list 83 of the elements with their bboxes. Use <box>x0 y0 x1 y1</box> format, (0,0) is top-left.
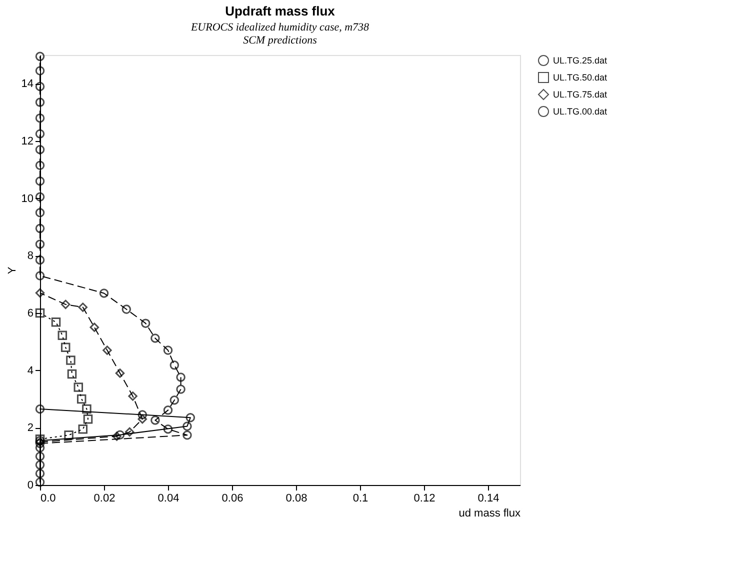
point <box>163 406 173 415</box>
point <box>64 430 74 440</box>
point <box>138 414 148 424</box>
point <box>90 322 100 332</box>
x-axis-title: ud mass flux <box>458 508 521 520</box>
point <box>35 255 45 265</box>
point <box>99 288 109 298</box>
legend-label: UL.TG.75.dat <box>553 90 608 100</box>
point <box>35 98 45 107</box>
point <box>35 308 45 318</box>
point <box>78 302 88 312</box>
point <box>83 414 93 424</box>
y-tick-label: 8 <box>27 250 34 262</box>
point <box>82 404 92 414</box>
text: SCM predictions <box>243 34 317 47</box>
point <box>35 404 45 414</box>
point <box>35 452 45 461</box>
x-tick-label: 0.06 <box>222 492 244 504</box>
y-tick-label: 14 <box>21 78 34 90</box>
point <box>60 300 70 310</box>
point <box>35 271 45 280</box>
y-axis-title: Y <box>6 266 18 274</box>
point <box>124 427 134 437</box>
point <box>35 468 45 478</box>
point <box>35 208 45 218</box>
y-tick-label: 12 <box>21 136 34 148</box>
point <box>58 330 68 340</box>
point <box>170 396 180 405</box>
point <box>150 416 160 425</box>
point <box>35 129 45 138</box>
point <box>51 318 61 327</box>
point <box>74 382 84 392</box>
point <box>128 392 138 401</box>
point <box>176 384 186 394</box>
point <box>35 113 45 123</box>
point <box>140 318 150 328</box>
x-tick-label: 0.04 <box>158 492 180 504</box>
point <box>60 342 70 352</box>
point <box>35 460 45 470</box>
point <box>170 360 180 370</box>
x-tick-label: 0.12 <box>414 492 436 504</box>
point <box>35 144 45 154</box>
legend-label: UL.TG.50.dat <box>553 72 608 82</box>
legend-label: UL.TG.00.dat <box>553 106 608 116</box>
point <box>138 410 148 420</box>
point <box>150 334 160 343</box>
y-tick-label: 2 <box>27 422 34 434</box>
point <box>163 424 173 434</box>
point <box>35 160 45 170</box>
point <box>186 413 196 422</box>
point <box>66 356 76 365</box>
point <box>78 424 88 434</box>
point <box>115 368 125 378</box>
chart-subtitle: EUROCS idealized humidity case, m738 <box>190 22 370 34</box>
x-tick-label: 0.08 <box>286 492 308 504</box>
point <box>35 66 45 76</box>
chart-title: Updraft mass flux <box>225 4 336 19</box>
y-tick-label: 10 <box>21 192 34 205</box>
point <box>115 430 125 440</box>
legend-label: UL.TG.25.dat <box>553 56 608 66</box>
point <box>163 346 173 355</box>
x-tick-label: 0.02 <box>94 492 116 504</box>
point <box>76 394 86 404</box>
point <box>122 304 132 314</box>
y-tick-label: 6 <box>27 308 34 320</box>
point <box>35 443 45 452</box>
y-tick-label: 0 <box>27 480 34 492</box>
point <box>182 422 192 431</box>
x-tick-label: 0.14 <box>478 492 500 504</box>
y-tick-label: 4 <box>27 364 34 377</box>
point <box>102 346 112 355</box>
point <box>35 176 45 186</box>
point <box>35 52 45 62</box>
point <box>35 288 45 298</box>
point <box>182 430 192 440</box>
point <box>35 82 45 92</box>
point <box>35 192 45 202</box>
x-tick-label: 0.0 <box>40 492 56 504</box>
point <box>35 240 45 249</box>
point <box>176 372 186 382</box>
point <box>35 224 45 234</box>
x-tick-label: 0.1 <box>352 492 368 504</box>
point <box>67 369 77 379</box>
